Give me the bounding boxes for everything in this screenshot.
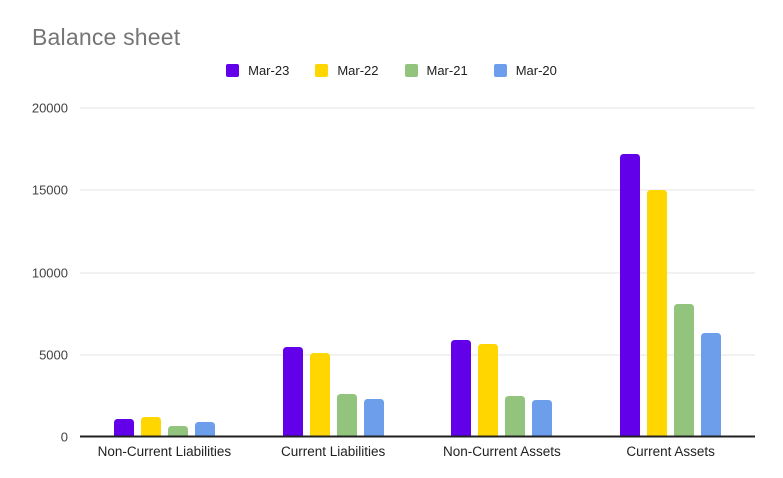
y-tick-label: 10000 xyxy=(31,265,68,280)
gridline xyxy=(80,272,755,273)
bar-mar-20[interactable] xyxy=(532,400,553,437)
bar-mar-20[interactable] xyxy=(194,422,215,437)
x-category-label: Current Assets xyxy=(626,444,715,459)
y-tick-label: 15000 xyxy=(31,182,68,198)
bar-mar-21[interactable] xyxy=(167,425,188,437)
gridlines xyxy=(80,107,755,438)
legend-label: Mar-20 xyxy=(515,63,557,78)
bar-mar-22[interactable] xyxy=(140,417,161,437)
legend: Mar-23 Mar-22 Mar-21 Mar-20 xyxy=(0,63,783,78)
legend-item-mar-20[interactable]: Mar-20 xyxy=(493,63,557,78)
bar-group xyxy=(418,108,587,437)
bar-group xyxy=(249,108,418,437)
legend-label: Mar-21 xyxy=(426,63,468,78)
legend-label: Mar-22 xyxy=(337,63,379,78)
legend-item-mar-22[interactable]: Mar-22 xyxy=(315,63,379,78)
x-category-label: Non-Current Assets xyxy=(442,444,561,459)
x-category-label: Non-Current Liabilities xyxy=(97,444,232,459)
bar-mar-22[interactable] xyxy=(309,353,330,437)
x-axis-labels: Non-Current Liabilities Current Liabiliti… xyxy=(80,444,755,459)
y-axis-labels: 0 5000 10000 15000 20000 xyxy=(0,101,68,445)
bar-mar-23[interactable] xyxy=(451,339,472,437)
y-tick-label: 20000 xyxy=(31,100,68,116)
legend-item-mar-21[interactable]: Mar-21 xyxy=(404,63,468,78)
bar-mar-22[interactable] xyxy=(647,190,668,437)
bar-mar-23[interactable] xyxy=(620,154,641,437)
legend-item-mar-23[interactable]: Mar-23 xyxy=(226,63,289,78)
x-category-label: Current Liabilities xyxy=(280,444,386,459)
legend-swatch xyxy=(226,64,240,77)
y-tick-label: 5000 xyxy=(39,347,68,363)
bar-group xyxy=(586,108,755,437)
legend-label: Mar-23 xyxy=(248,63,290,78)
bar-mar-21[interactable] xyxy=(674,303,695,437)
gridline xyxy=(80,107,755,109)
bar-mar-20[interactable] xyxy=(363,399,384,437)
x-axis-line xyxy=(80,435,755,438)
bar-group xyxy=(80,108,249,437)
y-tick-label: 0 xyxy=(60,429,68,445)
bar-mar-20[interactable] xyxy=(701,332,722,437)
bar-mar-21[interactable] xyxy=(336,394,357,437)
bar-mar-23[interactable] xyxy=(113,418,134,437)
gridline xyxy=(80,189,755,191)
bar-mar-23[interactable] xyxy=(282,346,303,437)
legend-swatch xyxy=(404,64,418,77)
gridline xyxy=(80,354,755,356)
legend-swatch xyxy=(315,64,329,77)
bar-mar-22[interactable] xyxy=(478,344,499,437)
chart-title: Balance sheet xyxy=(32,24,181,50)
legend-swatch xyxy=(493,64,507,77)
bar-mar-21[interactable] xyxy=(505,395,526,437)
plot-area xyxy=(80,108,755,437)
